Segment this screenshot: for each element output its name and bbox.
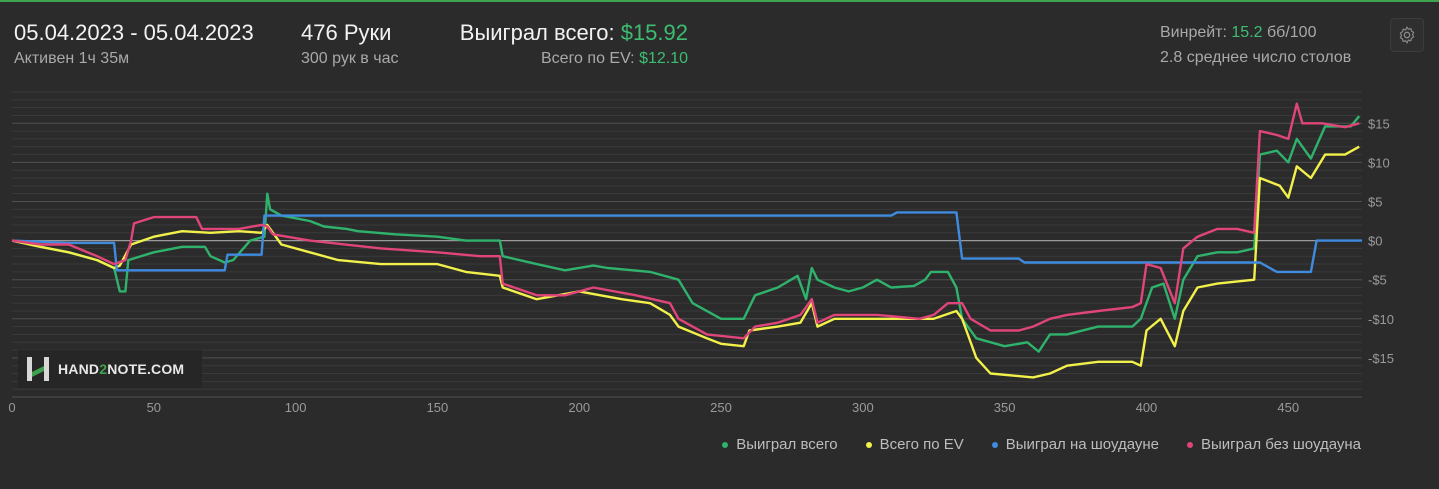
chart-series xyxy=(11,102,1362,379)
x-tick-label: 0 xyxy=(8,400,15,415)
y-tick-label: -$5 xyxy=(1368,273,1387,288)
x-tick-label: 350 xyxy=(994,400,1016,415)
winrate-stat: Винрейт: 15.2 бб/100 2.8 среднее число с… xyxy=(1160,22,1351,69)
chart-legend: Выиграл всего Всего по EV Выиграл на шоу… xyxy=(722,436,1361,453)
x-tick-label: 450 xyxy=(1277,400,1299,415)
date-range: 05.04.2023 - 05.04.2023 xyxy=(14,20,254,45)
winrate-unit: бб/100 xyxy=(1267,24,1317,41)
x-tick-label: 400 xyxy=(1136,400,1158,415)
y-tick-label: $15 xyxy=(1368,116,1390,131)
hands-count: 476 Руки xyxy=(301,20,392,45)
won-total: Выиграл всего: $15.92 xyxy=(450,18,688,48)
ev-total-value: $12.10 xyxy=(639,50,688,67)
legend-item-showdown[interactable]: Выиграл на шоудауне xyxy=(991,436,1160,453)
ev-total: Всего по EV: $12.10 xyxy=(450,48,688,70)
chart-grid xyxy=(12,91,1362,398)
legend-dot-icon xyxy=(722,441,729,448)
active-time: Активен 1ч 35м xyxy=(14,50,130,67)
y-tick-label: -$15 xyxy=(1368,351,1394,366)
date-stat: 05.04.2023 - 05.04.2023 Активен 1ч 35м xyxy=(14,18,254,70)
nonshowdown-series-line xyxy=(11,102,1360,340)
x-tick-label: 250 xyxy=(710,400,732,415)
x-tick-label: 200 xyxy=(568,400,590,415)
showdown-series-line xyxy=(11,211,1362,274)
y-axis: $15 $10 $5 $0 -$5 -$10 -$15 xyxy=(1368,116,1394,366)
won-total-value: $15.92 xyxy=(620,20,688,45)
x-tick-label: 50 xyxy=(147,400,161,415)
ev-total-label: Всего по EV: xyxy=(541,50,635,67)
legend-item-nonshowdown[interactable]: Выиграл без шоудауна xyxy=(1187,436,1361,453)
hands-stat: 476 Руки 300 рук в час xyxy=(301,18,398,70)
settings-button[interactable] xyxy=(1390,18,1424,52)
y-tick-label: $10 xyxy=(1368,155,1390,170)
legend-dot-icon xyxy=(865,441,872,448)
winrate: Винрейт: 15.2 бб/100 xyxy=(1160,22,1351,44)
winrate-value: 15.2 xyxy=(1231,24,1263,41)
won-series-line xyxy=(11,115,1361,353)
y-tick-label: $5 xyxy=(1368,194,1382,209)
legend-label-showdown: Выиграл на шоудауне xyxy=(1005,436,1160,453)
legend-dot-icon xyxy=(1187,441,1194,448)
legend-item-won[interactable]: Выиграл всего xyxy=(722,436,838,453)
x-tick-label: 100 xyxy=(285,400,307,415)
y-tick-label: $0 xyxy=(1368,234,1382,249)
gear-icon xyxy=(1399,26,1415,44)
legend-label-nonshowdown: Выиграл без шоудауна xyxy=(1201,436,1361,453)
won-stat: Выиграл всего: $15.92 Всего по EV: $12.1… xyxy=(450,18,688,70)
logo-text: HAND2NOTE.COM xyxy=(58,361,185,377)
legend-dot-icon xyxy=(991,441,998,448)
x-axis: 0 50 100 150 200 250 300 350 400 450 xyxy=(8,400,1299,415)
x-tick-label: 150 xyxy=(427,400,449,415)
legend-item-ev[interactable]: Всего по EV xyxy=(865,436,964,453)
legend-label-ev: Всего по EV xyxy=(879,436,964,453)
hands-per-hour: 300 рук в час xyxy=(301,50,399,67)
won-total-label: Выиграл всего: xyxy=(459,20,615,45)
x-tick-label: 300 xyxy=(852,400,874,415)
hand2note-logo: HAND2NOTE.COM xyxy=(18,350,202,388)
top-accent-line xyxy=(0,0,1439,2)
y-tick-label: -$10 xyxy=(1368,312,1394,327)
avg-tables: 2.8 среднее число столов xyxy=(1160,49,1352,66)
legend-label-won: Выиграл всего xyxy=(736,436,838,453)
ev-series-line xyxy=(11,145,1360,379)
hand2note-logo-icon xyxy=(27,357,49,381)
winrate-label: Винрейт: xyxy=(1160,24,1227,41)
